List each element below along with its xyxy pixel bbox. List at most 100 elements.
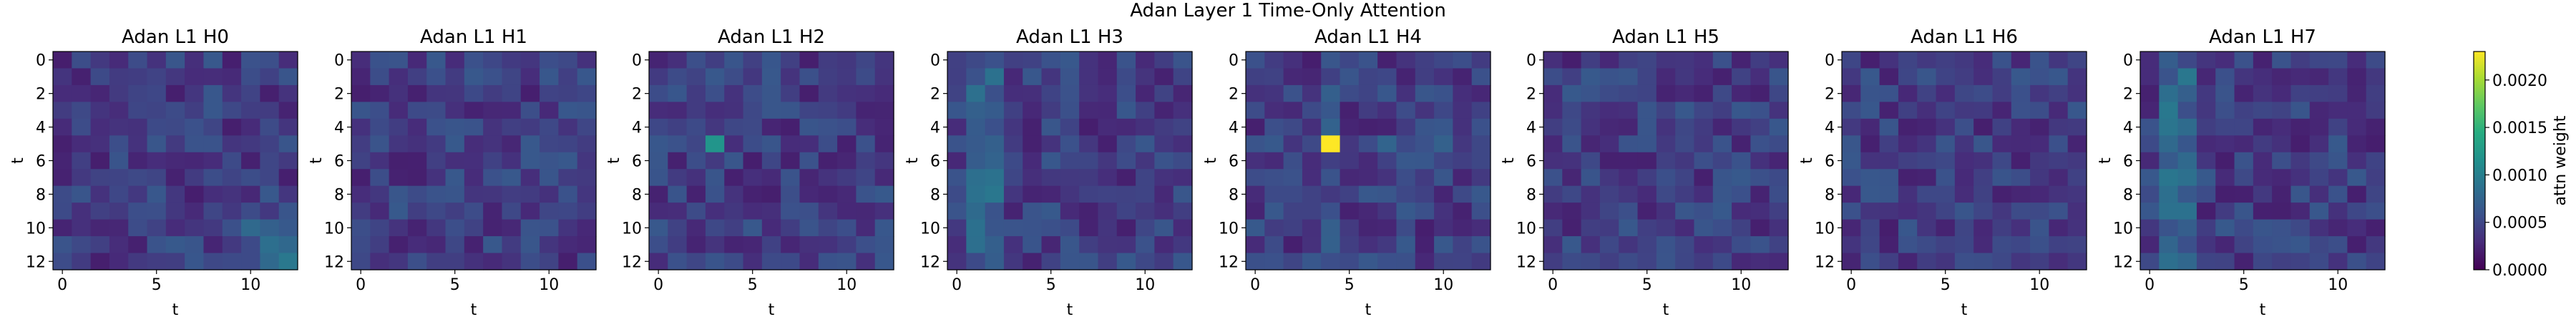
heatmap-cell xyxy=(1732,52,1751,69)
heatmap-cell xyxy=(1562,52,1582,69)
heatmap-cell xyxy=(818,185,838,203)
heatmap-cell xyxy=(2030,203,2049,220)
heatmap-cell xyxy=(1675,236,1695,254)
heatmap-cell xyxy=(1471,52,1491,69)
y-tick-label: 4 xyxy=(1825,119,1835,137)
heatmap-cell xyxy=(1173,203,1193,220)
heatmap-cell xyxy=(577,68,597,86)
heatmap-cell xyxy=(705,152,725,170)
x-tick-label: 0 xyxy=(1846,276,1856,294)
heatmap-cell xyxy=(1860,253,1880,270)
heatmap-cell xyxy=(351,84,371,102)
heatmap-cell xyxy=(90,84,110,102)
heatmap-cell xyxy=(724,118,744,136)
heatmap-cell xyxy=(2347,236,2367,254)
heatmap-cell xyxy=(426,253,447,270)
x-axis-label: t xyxy=(1961,301,1968,319)
heatmap-cell xyxy=(203,169,223,187)
heatmap-cell xyxy=(668,84,688,102)
heatmap-cell xyxy=(241,84,260,102)
heatmap-cell xyxy=(278,236,298,254)
heatmap-cell xyxy=(818,203,838,220)
heatmap-cell xyxy=(2290,236,2311,254)
heatmap-cell xyxy=(1041,219,1061,237)
heatmap-cell xyxy=(1415,84,1435,102)
heatmap-cell xyxy=(351,253,371,270)
heatmap-cell xyxy=(818,236,838,254)
heatmap-cell xyxy=(2140,219,2160,237)
heatmap-cell xyxy=(1860,185,1880,203)
heatmap-cell xyxy=(1954,52,1974,69)
heatmap-cell xyxy=(761,236,781,254)
heatmap-cell xyxy=(966,118,986,136)
heatmap-cell xyxy=(874,102,894,119)
heatmap-cell xyxy=(2309,253,2329,270)
heatmap-cell xyxy=(2215,185,2235,203)
heatmap-cell xyxy=(389,68,409,86)
heatmap-cell xyxy=(1619,118,1639,136)
x-axis-label: t xyxy=(769,301,775,319)
heatmap-cell xyxy=(203,203,223,220)
heatmap-cell xyxy=(278,203,298,220)
heatmap-cell xyxy=(2272,169,2292,187)
heatmap-cell xyxy=(1023,118,1043,136)
heatmap-cell xyxy=(1098,185,1118,203)
heatmap-cell xyxy=(985,219,1005,237)
heatmap-cell xyxy=(781,203,801,220)
heatmap-cell xyxy=(2272,84,2292,102)
heatmap-cell xyxy=(1750,236,1770,254)
heatmap-cell xyxy=(1675,68,1695,86)
heatmap-cell xyxy=(1543,68,1563,86)
y-tick-label: 2 xyxy=(632,86,642,104)
heatmap-cell xyxy=(1321,203,1341,220)
heatmap-cell xyxy=(1098,102,1118,119)
heatmap-cell xyxy=(2272,118,2292,136)
heatmap-cell xyxy=(1842,52,1861,69)
heatmap-cell xyxy=(1712,68,1732,86)
heatmap-cell xyxy=(1842,84,1861,102)
heatmap-cell xyxy=(837,135,857,153)
heatmap-cell xyxy=(1917,203,1937,220)
heatmap-cell xyxy=(278,68,298,86)
heatmap-cell xyxy=(1283,84,1303,102)
heatmap-cell xyxy=(1377,152,1397,170)
y-tick-label: 0 xyxy=(1229,52,1239,70)
x-tick-label: 5 xyxy=(748,276,758,294)
heatmap-cell xyxy=(1136,84,1155,102)
heatmap-cell xyxy=(128,152,148,170)
heatmap-cell xyxy=(407,102,427,119)
heatmap-cell xyxy=(649,236,668,254)
heatmap-cell xyxy=(837,118,857,136)
heatmap-cell xyxy=(1079,219,1099,237)
heatmap-cell xyxy=(1246,135,1265,153)
heatmap-cell xyxy=(2067,203,2087,220)
heatmap-cell xyxy=(1898,185,1918,203)
heatmap-cell xyxy=(577,118,597,136)
heatmap-cell xyxy=(502,135,522,153)
heatmap-cell xyxy=(1264,135,1284,153)
heatmap-cell xyxy=(1154,152,1174,170)
heatmap-cell xyxy=(1712,84,1732,102)
x-tick-label: 5 xyxy=(1046,276,1056,294)
heatmap-cell xyxy=(2272,152,2292,170)
heatmap-cell xyxy=(1769,203,1789,220)
heatmap-cell xyxy=(2196,219,2216,237)
heatmap-cell xyxy=(2347,253,2367,270)
heatmap-cell xyxy=(1154,185,1174,203)
heatmap-cell xyxy=(540,68,559,86)
heatmap-cell xyxy=(1898,203,1918,220)
heatmap-cell xyxy=(1879,152,1899,170)
heatmap-cell xyxy=(241,185,260,203)
heatmap-cell xyxy=(2309,135,2329,153)
heatmap-cell xyxy=(1543,152,1563,170)
heatmap-cell xyxy=(1023,152,1043,170)
panel-title: Adan L1 H5 xyxy=(1612,26,1719,48)
heatmap-cell xyxy=(1415,52,1435,69)
heatmap-cell xyxy=(72,169,92,187)
heatmap-cell xyxy=(724,102,744,119)
heatmap-cell xyxy=(1675,52,1695,69)
heatmap-cell xyxy=(1116,169,1136,187)
heatmap-cell xyxy=(1712,253,1732,270)
heatmap-cell xyxy=(1396,135,1416,153)
heatmap-cell xyxy=(558,236,578,254)
